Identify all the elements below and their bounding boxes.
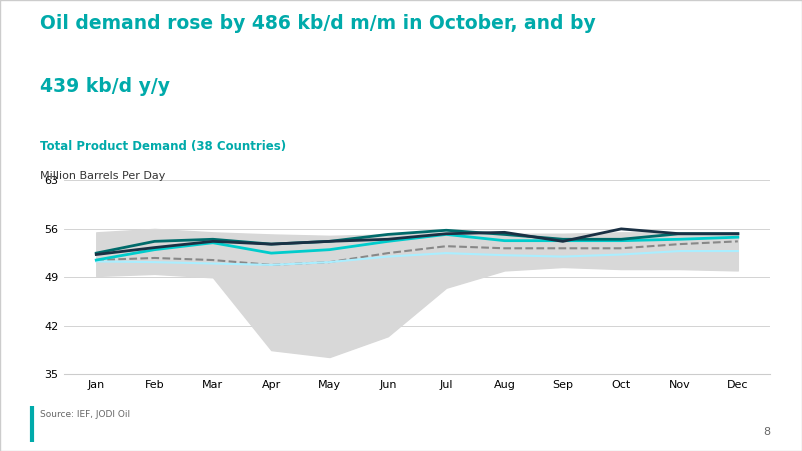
Text: Total Product Demand (38 Countries): Total Product Demand (38 Countries) <box>40 140 286 153</box>
Text: Million Barrels Per Day: Million Barrels Per Day <box>40 171 165 181</box>
Text: 8: 8 <box>763 428 770 437</box>
Text: Source: IEF, JODI Oil: Source: IEF, JODI Oil <box>40 410 130 419</box>
Text: 439 kb/d y/y: 439 kb/d y/y <box>40 77 170 96</box>
Text: Oil demand rose by 486 kb/d m/m in October, and by: Oil demand rose by 486 kb/d m/m in Octob… <box>40 14 596 32</box>
